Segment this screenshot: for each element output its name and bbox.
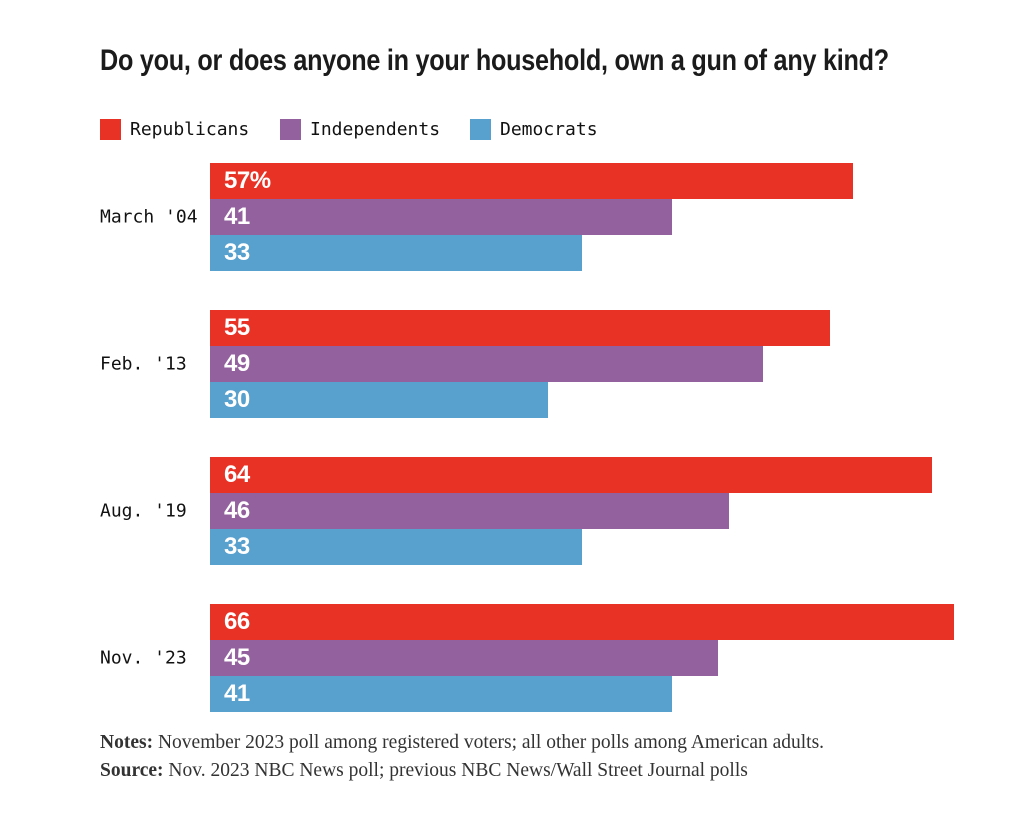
category-label: Nov. '23 [100,647,187,669]
bar-value-label: 41 [224,203,250,230]
bar-value-label: 55 [224,314,250,341]
legend-swatch [100,119,121,140]
notes-label: Notes: [100,732,154,753]
legend-item-democrats: Democrats [470,119,598,140]
bar-value-label: 33 [224,533,250,560]
bar-value-label: 57% [224,167,271,194]
category-group: Nov. '23 66 45 41 [0,604,1024,712]
bar-republicans: 55 [210,310,830,346]
source-line: Source: Nov. 2023 NBC News poll; previou… [100,757,824,785]
bar-democrats: 33 [210,529,582,565]
bar-independents: 41 [210,199,672,235]
chart-title: Do you, or does anyone in your household… [100,44,889,77]
bar-stack: 64 46 33 [210,457,932,565]
bar-stack: 66 45 41 [210,604,954,712]
legend-label: Republicans [130,119,250,140]
bar-republicans: 66 [210,604,954,640]
bar-republicans: 64 [210,457,932,493]
category-label: March '04 [100,206,198,228]
source-label: Source: [100,760,164,781]
legend-label: Independents [310,119,441,140]
notes-line: Notes: November 2023 poll among register… [100,729,824,757]
source-text: Nov. 2023 NBC News poll; previous NBC Ne… [163,760,748,781]
legend-item-republicans: Republicans [100,119,249,140]
bar-value-label: 66 [224,608,250,635]
bar-value-label: 30 [224,386,250,413]
bar-independents: 46 [210,493,729,529]
bar-republicans: 57% [210,163,853,199]
category-label: Aug. '19 [100,500,187,522]
bar-stack: 55 49 30 [210,310,830,418]
legend: Republicans Independents Democrats [0,119,1024,143]
category-group: March '04 57% 41 33 [0,163,1024,271]
bar-value-label: 64 [224,461,250,488]
footnotes: Notes: November 2023 poll among register… [100,729,824,785]
notes-text: November 2023 poll among registered vote… [153,732,825,753]
bar-value-label: 49 [224,350,250,377]
category-label: Feb. '13 [100,353,187,375]
bar-democrats: 41 [210,676,672,712]
bar-chart: March '04 57% 41 33 Feb. '13 55 49 30 Aug. '19 64… [0,163,1024,751]
legend-item-independents: Independents [280,119,440,140]
legend-swatch [280,119,301,140]
bar-independents: 49 [210,346,763,382]
legend-label: Democrats [500,119,598,140]
bar-value-label: 45 [224,644,250,671]
bar-democrats: 30 [210,382,548,418]
bar-value-label: 46 [224,497,250,524]
bar-independents: 45 [210,640,718,676]
bar-democrats: 33 [210,235,582,271]
category-group: Aug. '19 64 46 33 [0,457,1024,565]
legend-swatch [470,119,491,140]
bar-stack: 57% 41 33 [210,163,853,271]
category-group: Feb. '13 55 49 30 [0,310,1024,418]
bar-value-label: 41 [224,680,250,707]
bar-value-label: 33 [224,239,250,266]
